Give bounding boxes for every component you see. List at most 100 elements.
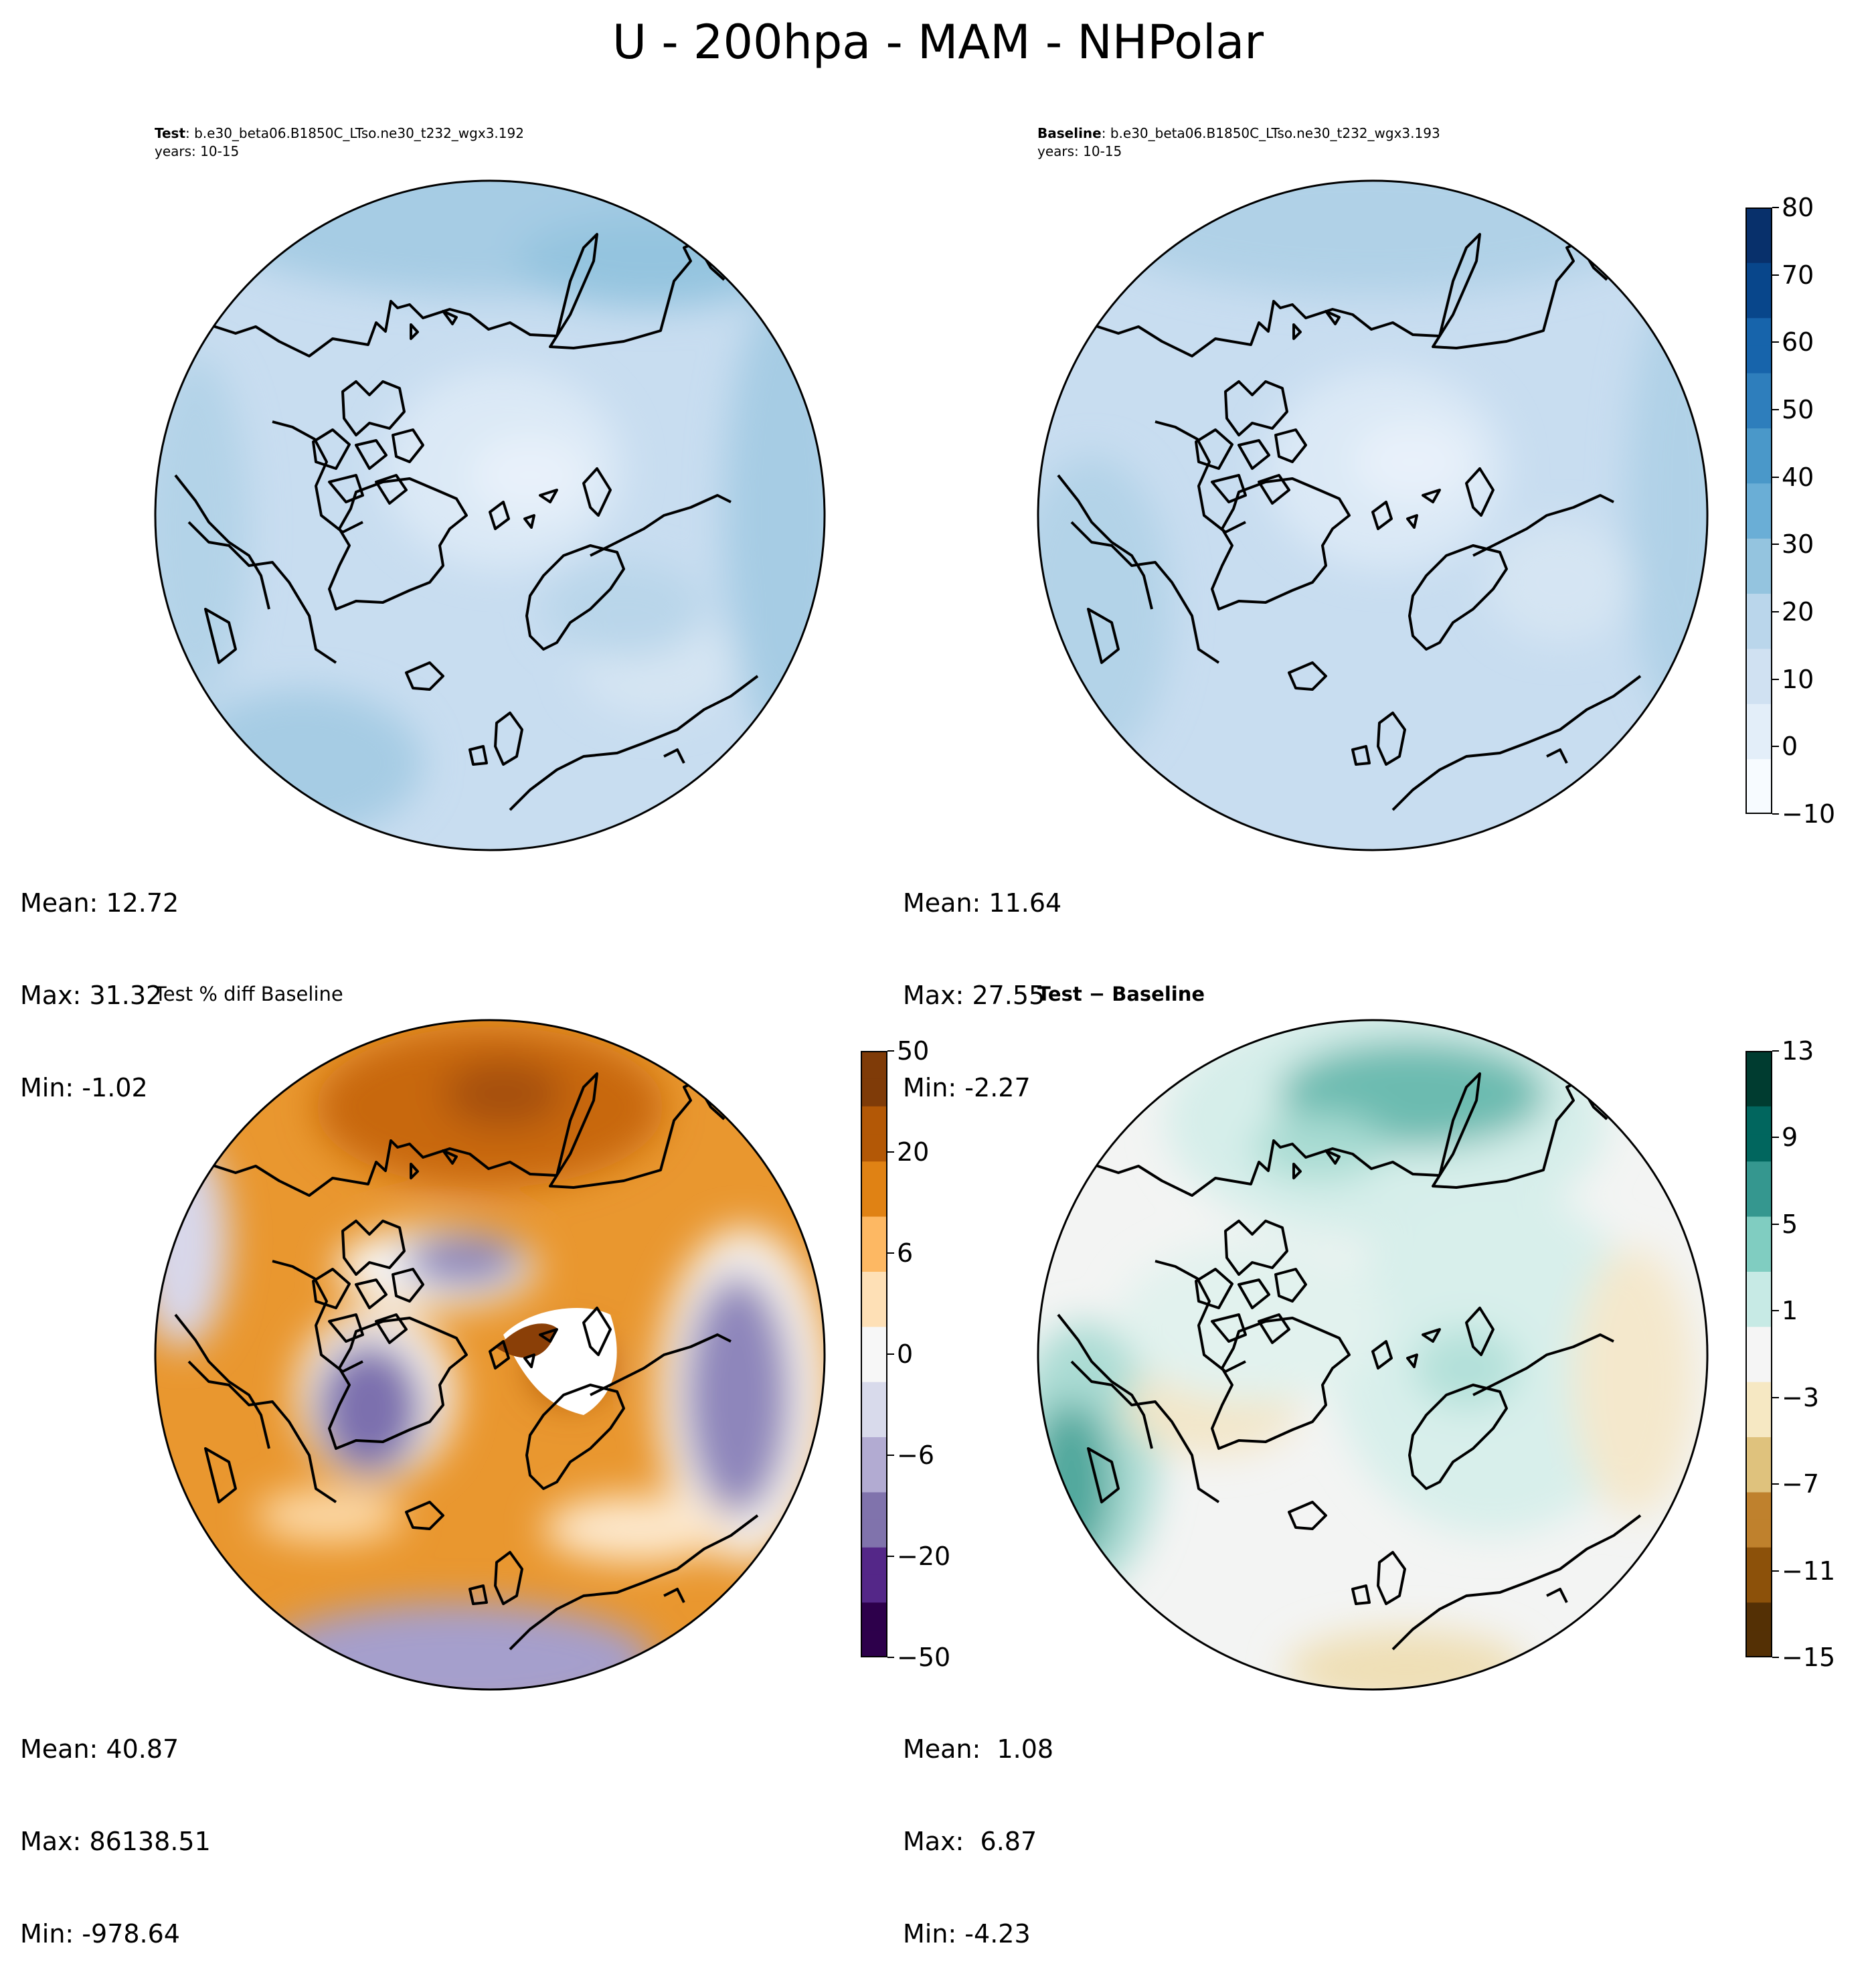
- pct-diff-colorbar-swatch: [861, 1464, 887, 1493]
- diff-colorbar-swatch: [1745, 1602, 1772, 1631]
- test-mean: Mean: 12.72: [20, 888, 179, 918]
- field-colorbar-swatch: [1745, 262, 1772, 291]
- diff-colorbar-tick: [1772, 1570, 1779, 1572]
- pct-diff-colorbar-swatch: [861, 1244, 887, 1272]
- field-colorbar-tick: [1772, 409, 1779, 410]
- pct-diff-colorbar-swatch: [861, 1161, 887, 1189]
- field-colorbar-swatch: [1745, 566, 1772, 594]
- field-colorbar-tick-label: 40: [1782, 462, 1814, 492]
- baseline-years: years: 10-15: [1037, 143, 1122, 159]
- pct-diff-colorbar-swatch: [861, 1216, 887, 1244]
- pct-diff-colorbar-tick-label: 20: [897, 1137, 930, 1167]
- diff-colorbar-swatch: [1745, 1244, 1772, 1272]
- pct-diff-colorbar-tick: [887, 1657, 894, 1658]
- field-colorbar-tick: [1772, 544, 1779, 546]
- field-colorbar-swatch: [1745, 483, 1772, 511]
- field-colorbar-swatch: [1745, 235, 1772, 263]
- pct-diff-min: Min: -978.64: [20, 1919, 180, 1949]
- field-colorbar-swatch: [1745, 373, 1772, 401]
- field-colorbar-frame: [1745, 208, 1772, 814]
- diff-colorbar-swatch: [1745, 1106, 1772, 1135]
- field-colorbar-tick-label: 70: [1782, 260, 1814, 290]
- pct-diff-colorbar-swatch: [861, 1078, 887, 1106]
- baseline-panel-title: Baseline: b.e30_beta06.B1850C_LTso.ne30_…: [1037, 125, 1440, 161]
- diff-mean: Mean: 1.08: [903, 1734, 1054, 1764]
- pct-diff-colorbar-tick: [887, 1556, 894, 1557]
- diff-colorbar-tick-label: −3: [1782, 1382, 1820, 1412]
- diff-colorbar-swatch: [1745, 1382, 1772, 1410]
- pct-diff-colorbar-frame: [861, 1051, 887, 1657]
- pct-diff-colorbar-swatch: [861, 1574, 887, 1603]
- diff-colorbar-swatch: [1745, 1161, 1772, 1189]
- field-colorbar-tick-label: −10: [1782, 799, 1836, 829]
- field-colorbar-tick: [1772, 813, 1779, 815]
- field-colorbar-tick-label: 0: [1782, 732, 1798, 762]
- test-min: Min: -1.02: [20, 1073, 148, 1102]
- pct-diff-colorbar: −50 −20 −6 0 6 20 50: [861, 1038, 950, 1670]
- pct-diff-colorbar-swatch: [861, 1491, 887, 1520]
- diff-colorbar: −15 −11 −7 −3 1 5 9 13: [1745, 1038, 1835, 1670]
- diff-colorbar-swatch: [1745, 1629, 1772, 1657]
- test-stats: Mean: 12.72 Max: 31.32 Min: -1.02: [20, 826, 179, 1134]
- diff-colorbar-swatches: [1745, 1051, 1772, 1657]
- pct-diff-colorbar-swatch: [861, 1326, 887, 1355]
- field-colorbar-swatch: [1745, 400, 1772, 428]
- diff-colorbar-swatch: [1745, 1051, 1772, 1079]
- pct-diff-colorbar-swatch: [861, 1051, 887, 1079]
- field-colorbar-swatch: [1745, 758, 1772, 787]
- pct-diff-stats: Mean: 40.87 Max: 86138.51 Min: -978.64: [20, 1672, 211, 1980]
- diff-colorbar-swatch: [1745, 1464, 1772, 1493]
- field-colorbar-tick-label: 50: [1782, 395, 1814, 424]
- field-colorbar-tick: [1772, 611, 1779, 612]
- pct-diff-colorbar-tick: [887, 1151, 894, 1153]
- pct-diff-colorbar-swatch: [861, 1519, 887, 1548]
- pct-diff-colorbar-swatch: [861, 1188, 887, 1217]
- pct-diff-colorbar-tick: [887, 1050, 894, 1052]
- diff-colorbar-tick-label: 9: [1782, 1123, 1798, 1153]
- diff-colorbar-swatch: [1745, 1436, 1772, 1465]
- diff-colorbar-frame: [1745, 1051, 1772, 1657]
- field-colorbar-swatch: [1745, 511, 1772, 539]
- baseline-stats: Mean: 11.64 Max: 27.55 Min: -2.27: [903, 826, 1061, 1134]
- field-colorbar-swatch: [1745, 786, 1772, 814]
- field-colorbar-swatch: [1745, 208, 1772, 236]
- diff-colorbar-swatch: [1745, 1299, 1772, 1327]
- diff-colorbar-tick-label: 5: [1782, 1209, 1798, 1239]
- field-colorbar-swatch: [1745, 731, 1772, 760]
- pct-diff-colorbar-swatch: [861, 1436, 887, 1465]
- diff-map: [1037, 1019, 1709, 1691]
- pct-diff-colorbar-swatch: [861, 1547, 887, 1575]
- diff-colorbar-swatch: [1745, 1188, 1772, 1217]
- pct-diff-colorbar-swatch: [861, 1602, 887, 1631]
- baseline-min: Min: -2.27: [903, 1073, 1031, 1102]
- diff-max: Max: 6.87: [903, 1827, 1037, 1856]
- pct-diff-colorbar-swatch: [861, 1629, 887, 1657]
- pct-diff-colorbar-swatch: [861, 1271, 887, 1300]
- diff-stats: Mean: 1.08 Max: 6.87 Min: -4.23: [903, 1672, 1053, 1980]
- diff-colorbar-swatch: [1745, 1409, 1772, 1438]
- pct-diff-colorbar-swatch: [861, 1133, 887, 1162]
- field-colorbar-swatch: [1745, 455, 1772, 484]
- field-colorbar-swatch: [1745, 345, 1772, 374]
- pct-diff-colorbar-swatches: [861, 1051, 887, 1657]
- diff-colorbar-tick-label: 13: [1782, 1036, 1814, 1066]
- field-colorbar-tick: [1772, 341, 1779, 343]
- diff-colorbar-swatch: [1745, 1519, 1772, 1548]
- field-colorbar-tick-label: 10: [1782, 664, 1814, 694]
- pct-diff-colorbar-tick-label: −50: [897, 1643, 951, 1672]
- baseline-max: Max: 27.55: [903, 981, 1045, 1010]
- field-colorbar-tick-label: 60: [1782, 327, 1814, 357]
- pct-diff-colorbar-swatch: [861, 1106, 887, 1135]
- field-colorbar-tick: [1772, 274, 1779, 276]
- diff-colorbar-tick: [1772, 1396, 1779, 1398]
- diff-colorbar-swatch: [1745, 1326, 1772, 1355]
- baseline-case-name: : b.e30_beta06.B1850C_LTso.ne30_t232_wgx…: [1101, 125, 1440, 141]
- test-case-name: : b.e30_beta06.B1850C_LTso.ne30_t232_wgx…: [185, 125, 524, 141]
- field-colorbar-tick: [1772, 746, 1779, 748]
- diff-colorbar-swatch: [1745, 1574, 1772, 1603]
- pct-diff-colorbar-tick: [887, 1252, 894, 1254]
- diff-colorbar-tick-label: −15: [1782, 1643, 1836, 1672]
- field-colorbar-swatch: [1745, 621, 1772, 649]
- test-map: [154, 179, 826, 851]
- baseline-mean: Mean: 11.64: [903, 888, 1062, 918]
